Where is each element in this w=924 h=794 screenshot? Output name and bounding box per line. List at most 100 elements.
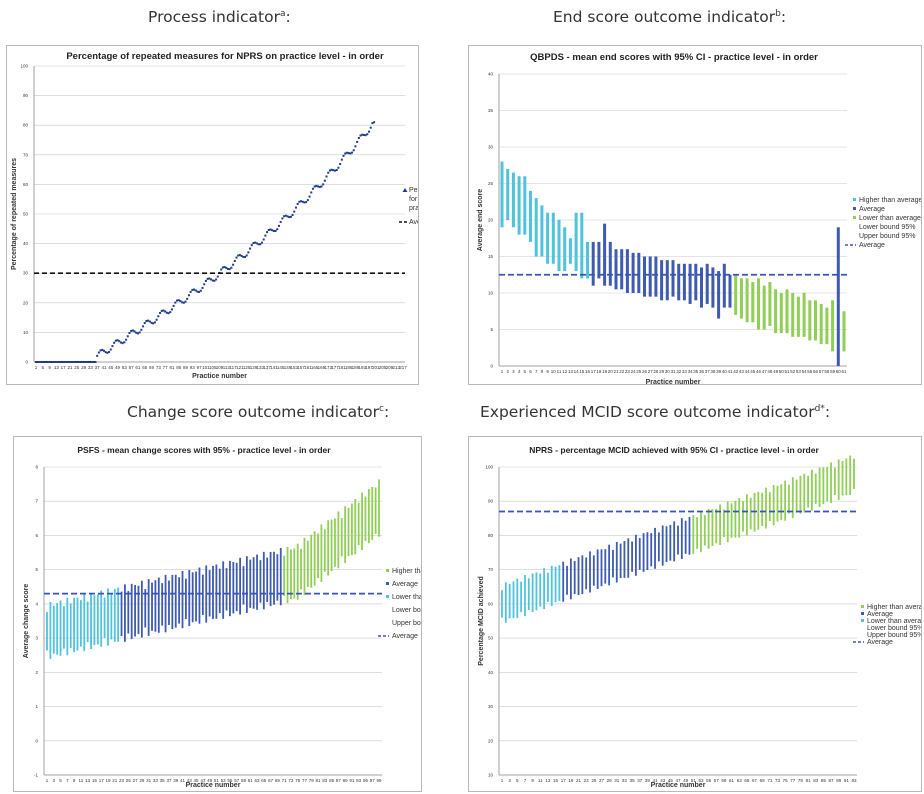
data-point — [335, 169, 338, 172]
data-point — [328, 169, 331, 172]
ci-bar — [195, 571, 197, 622]
x-tick-label: 5 — [42, 365, 45, 370]
ci-bar — [830, 462, 832, 504]
ci-bar — [791, 293, 795, 337]
data-point — [262, 238, 265, 241]
x-tick-label: 197 — [365, 365, 373, 370]
x-tick-label: 201 — [372, 365, 380, 370]
data-point — [50, 361, 53, 363]
data-point — [359, 134, 362, 137]
ci-bar — [501, 590, 503, 618]
ci-bar — [364, 496, 367, 541]
data-point — [179, 300, 182, 303]
data-point — [272, 230, 275, 233]
ci-bar — [543, 568, 545, 610]
ci-bar — [650, 533, 653, 567]
x-tick-label: 51 — [214, 778, 220, 783]
data-point — [91, 361, 94, 363]
ci-bar — [837, 459, 840, 501]
data-point — [85, 361, 88, 363]
ci-bar — [531, 573, 534, 613]
data-point — [72, 361, 75, 363]
x-tick-label: 23 — [625, 369, 631, 374]
ci-bar — [734, 500, 737, 538]
end-score-chart: QBPDS - mean end scores with 95% CI - pr… — [468, 45, 922, 385]
ci-bar — [703, 515, 706, 546]
data-point — [247, 251, 250, 254]
data-point — [89, 361, 92, 363]
x-tick-label: 97 — [197, 365, 203, 370]
y-tick-label: 60 — [488, 601, 494, 606]
x-tick-label: 83 — [813, 778, 819, 783]
x-axis-label: Practice number — [651, 782, 706, 789]
data-point — [45, 361, 48, 363]
data-point — [223, 266, 226, 269]
data-point — [92, 361, 95, 363]
caption-superscript: d* — [814, 403, 825, 414]
data-point — [97, 351, 100, 354]
ci-bar — [643, 256, 646, 297]
data-point — [191, 288, 194, 291]
y-tick-label: 8 — [35, 465, 38, 470]
data-point — [342, 154, 345, 157]
ci-bar — [822, 467, 825, 505]
data-point — [276, 228, 279, 231]
x-tick-label: 53 — [122, 365, 128, 370]
ci-bar — [849, 455, 852, 496]
data-point — [259, 243, 262, 246]
chart-title: QBPDS - mean end scores with 95% CI - pr… — [530, 52, 818, 63]
data-point — [150, 321, 153, 324]
x-tick-label: 109 — [216, 365, 224, 370]
y-axis-label: Percentage MCID achieved — [478, 576, 485, 665]
data-point — [284, 214, 287, 217]
ci-bar — [266, 557, 269, 603]
x-tick-label: 57 — [819, 369, 825, 374]
ci-bar — [562, 561, 565, 602]
ci-bar — [511, 172, 515, 228]
ci-bar — [357, 502, 360, 546]
data-point — [233, 259, 236, 262]
legend-swatch — [861, 619, 864, 622]
data-point — [303, 201, 306, 204]
x-tick-label: 13 — [545, 778, 551, 783]
ci-bar — [500, 161, 504, 228]
ci-bar — [164, 574, 167, 633]
ci-bar — [819, 303, 823, 345]
ci-bar — [527, 578, 530, 611]
mcid-chart: NPRS - percentage MCID achieved with 95%… — [468, 436, 922, 792]
x-tick-label: 32 — [676, 369, 682, 374]
data-point — [320, 185, 323, 188]
y-tick-label: 70 — [23, 152, 29, 157]
data-point — [286, 215, 289, 218]
ci-bar — [239, 557, 242, 615]
ci-bar — [201, 574, 204, 616]
x-tick-label: 18 — [596, 369, 602, 374]
ci-bar — [524, 575, 526, 617]
data-point — [311, 187, 314, 190]
x-tick-label: 71 — [767, 778, 773, 783]
data-point — [136, 332, 139, 335]
data-point — [352, 149, 355, 152]
data-point — [198, 290, 201, 293]
ci-bar — [802, 293, 806, 337]
legend-item: Average — [859, 206, 885, 213]
data-point — [225, 266, 228, 269]
legend-swatch — [386, 595, 389, 598]
x-tick-label: 26 — [642, 369, 648, 374]
x-tick-label: 77 — [790, 778, 796, 783]
data-point — [279, 220, 282, 223]
x-tick-label: 39 — [173, 778, 179, 783]
ci-bar — [535, 572, 538, 611]
ci-bar — [252, 557, 255, 609]
ci-bar — [592, 555, 595, 586]
x-tick-label: 55 — [227, 778, 233, 783]
ci-bar — [546, 212, 550, 264]
data-point — [250, 244, 253, 247]
chart-title: NPRS - percentage MCID achieved with 95%… — [529, 445, 819, 455]
data-point — [206, 277, 209, 280]
data-point — [340, 158, 343, 161]
ci-bar — [814, 473, 817, 504]
x-tick-label: 41 — [653, 778, 659, 783]
ci-bar — [585, 557, 588, 590]
ci-bar — [723, 509, 725, 538]
